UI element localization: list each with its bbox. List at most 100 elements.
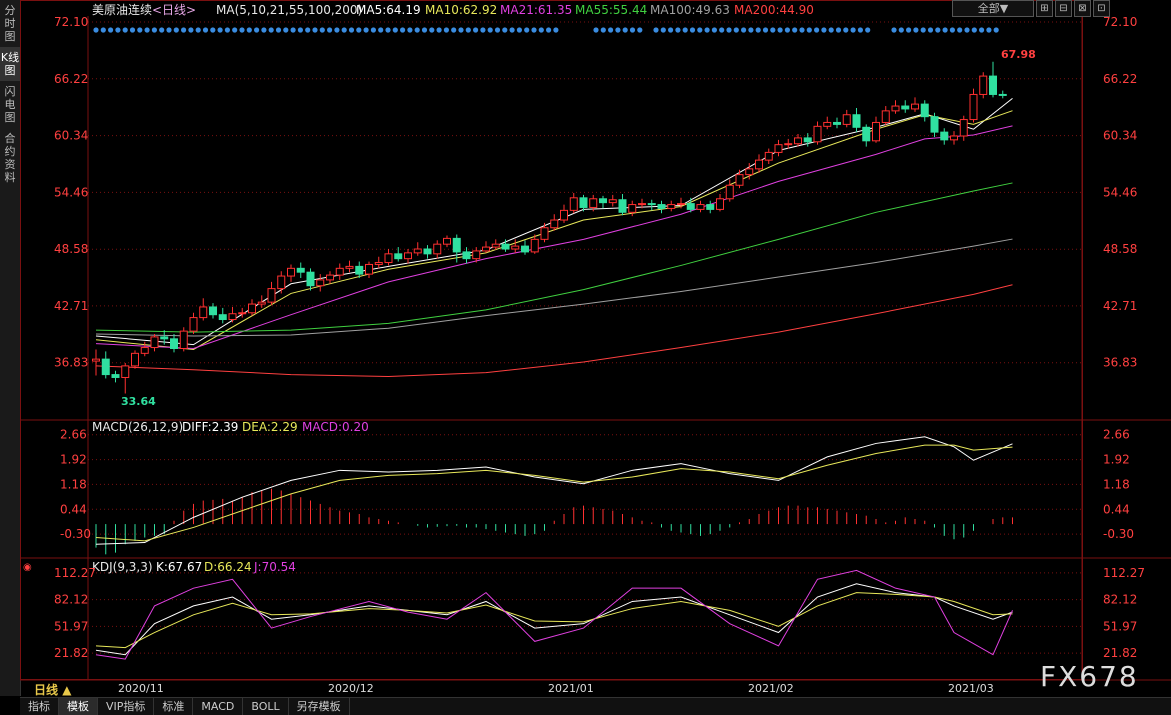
ma100-value: MA100:49.63 (650, 3, 730, 17)
event-dot (668, 27, 674, 33)
candle-body (989, 75, 997, 95)
candle-body (657, 204, 666, 209)
event-dot (239, 27, 245, 33)
sidebar-item-timeshare[interactable]: 分时图 (4, 4, 16, 43)
candle-body (755, 159, 763, 170)
tab-macd[interactable]: MACD (193, 698, 244, 715)
candle-body (530, 238, 539, 253)
macd-tick-left: 0.44 (60, 502, 87, 516)
candle-body (501, 243, 510, 250)
candle-body (384, 253, 393, 264)
candle-body (784, 143, 793, 146)
price-tick-right: 36.83 (1103, 356, 1137, 370)
tab-vip-indicator[interactable]: VIP指标 (98, 698, 155, 715)
event-dot (480, 27, 486, 33)
candle-body (969, 93, 978, 121)
kdj-tick-right: 82.12 (1103, 593, 1137, 607)
event-dot (363, 27, 369, 33)
candle-body (599, 198, 607, 204)
bottom-tab-bar: 指标 模板 VIP指标 标准 MACD BOLL 另存模板 (20, 697, 1171, 715)
candlesticks (92, 61, 1007, 394)
event-dot (637, 27, 643, 33)
candle-body (326, 274, 334, 281)
sidebar-item-contract[interactable]: 合约资料 (4, 132, 16, 184)
event-dot (821, 27, 827, 33)
tab-indicator[interactable]: 指标 (20, 698, 59, 715)
event-dot (689, 27, 696, 33)
kdj-tick-left: 82.12 (54, 593, 88, 607)
sidebar-item-flash[interactable]: 闪电图 (4, 85, 16, 124)
period-selector[interactable]: 日线 ▲ (34, 683, 72, 697)
event-dot (755, 27, 761, 33)
sidebar-item-kline[interactable]: K线图 (0, 47, 20, 81)
price-axis-right: 72.10 66.22 60.34 54.46 48.58 42.71 36.83 (1103, 15, 1137, 370)
event-dot (524, 27, 530, 33)
event-dot (451, 27, 457, 33)
event-dot (290, 27, 296, 33)
candle-body (121, 365, 130, 378)
tab-template[interactable]: 模板 (59, 698, 98, 715)
event-dot (653, 27, 659, 33)
zoom-in-icon[interactable]: ⊞ (1036, 0, 1053, 17)
candle-body (842, 114, 851, 125)
candle-body (404, 252, 412, 260)
event-dot (115, 27, 121, 33)
event-dot (166, 27, 172, 33)
event-dot (224, 27, 230, 33)
x-axis: 2020/11 2020/12 2021/01 2021/02 2021/03 (118, 682, 994, 695)
kdj-j-line (95, 569, 1013, 660)
fullscreen-icon[interactable]: ⊠ (1074, 0, 1091, 17)
macd-tick-right: 2.66 (1103, 428, 1130, 442)
event-dot (979, 27, 985, 33)
ma21-line (95, 125, 1013, 350)
event-dot (195, 27, 201, 33)
period-tag: <日线> (152, 3, 196, 17)
event-dot (297, 27, 303, 33)
price-tick-right: 54.46 (1103, 185, 1137, 199)
candle-body (979, 75, 988, 95)
tab-boll[interactable]: BOLL (243, 698, 289, 715)
event-dot (261, 27, 267, 33)
candle-body (901, 105, 910, 110)
range-dropdown[interactable]: 全部▼ (952, 0, 1034, 17)
panel-settings-icon[interactable]: ◉ (23, 562, 32, 573)
candle-body (560, 209, 568, 221)
event-dot (697, 27, 703, 33)
event-dot (327, 27, 333, 33)
ma55-line (95, 182, 1013, 333)
candle-body (472, 250, 481, 260)
layout-icon[interactable]: ⊡ (1093, 0, 1110, 17)
candle-body (628, 204, 637, 213)
candle-body (959, 119, 968, 137)
macd-tick-left: -0.30 (60, 527, 91, 541)
macd-diff: DIFF:2.39 (182, 420, 238, 434)
price-tick-right: 72.10 (1103, 15, 1137, 29)
event-dot (704, 27, 710, 33)
event-dot (986, 27, 992, 33)
candle-body (638, 203, 646, 206)
tab-save-template[interactable]: 另存模板 (289, 698, 350, 715)
period-label-text: 日线 (34, 683, 59, 697)
macd-tick-right: -0.30 (1103, 527, 1134, 541)
x-tick-label: 2021/01 (548, 682, 594, 695)
candle-body (111, 374, 120, 378)
event-dot (370, 27, 376, 33)
candle-body (316, 279, 325, 287)
candle-body (160, 336, 169, 340)
zoom-out-icon[interactable]: ⊟ (1055, 0, 1072, 17)
event-dot (400, 27, 406, 33)
candle-body (306, 271, 315, 287)
event-dot (622, 27, 628, 33)
kdj-tick-right: 112.27 (1103, 566, 1145, 580)
event-dot (814, 27, 820, 33)
event-dot (232, 27, 238, 33)
event-dot (494, 27, 501, 33)
event-dot (682, 27, 688, 33)
event-dot (108, 27, 114, 33)
candle-body (872, 121, 880, 142)
event-dot (835, 27, 842, 33)
candle-body (745, 168, 754, 176)
chart-canvas[interactable]: 美原油连续 <日线> MA(5,10,21,55,100,200) MA5:64… (20, 0, 1171, 697)
tab-standard[interactable]: 标准 (154, 698, 194, 715)
price-tick-left: 66.22 (54, 72, 88, 86)
